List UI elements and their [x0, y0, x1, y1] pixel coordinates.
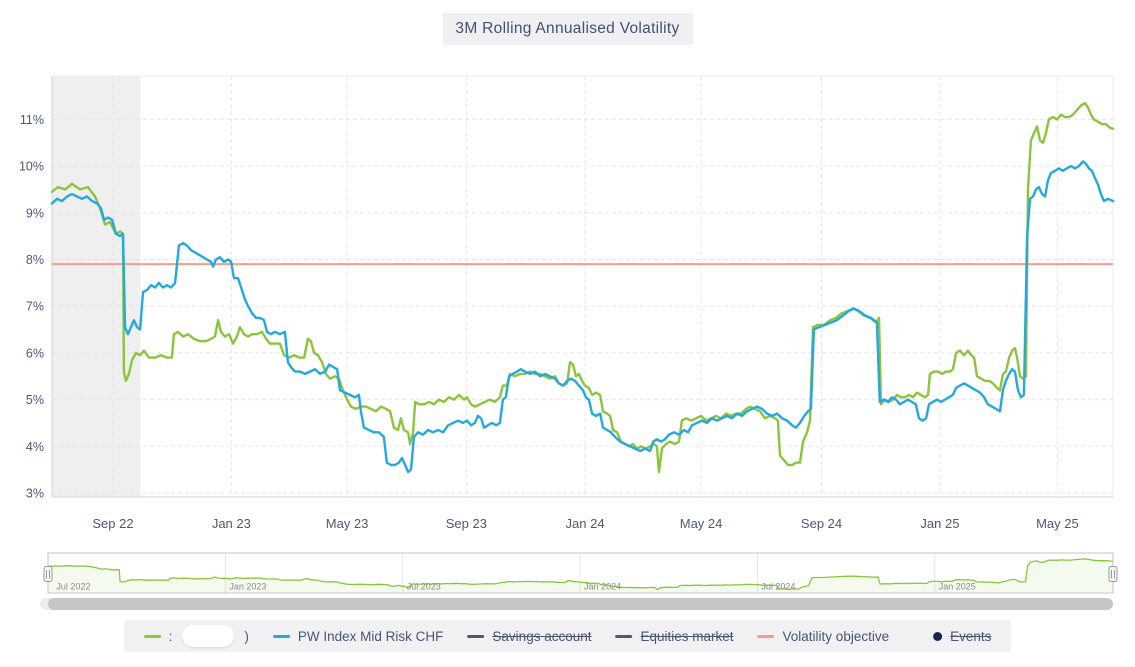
navigator-area: [48, 558, 1113, 592]
y-tick-label: 8%: [26, 253, 44, 267]
legend-label-volatility-objective: Volatility objective: [782, 628, 890, 644]
y-tick-label: 7%: [26, 300, 44, 314]
x-tick-label: Jan 25: [920, 516, 959, 531]
legend-label-pw-index: PW Index Mid Risk CHF: [297, 628, 444, 644]
navigator-label: Jan 2024: [584, 582, 621, 592]
volatility-objective-line-marker: [757, 634, 775, 638]
legend-item-savings-account[interactable]: Savings account: [467, 629, 591, 644]
redacted-name-pill: [182, 625, 235, 647]
x-tick-label: May 24: [680, 516, 723, 531]
chart-canvas: 3% 4% 5% 6% 7% 8% 9% 10% 11% Sep 22 Jan 23 May 23 Se…: [19, 75, 1118, 594]
redacted-label-suffix: ): [244, 628, 249, 644]
legend-item-events[interactable]: Events: [933, 629, 991, 644]
navigator-label: Jul 2022: [56, 582, 90, 592]
portfolio-series-line: [50, 101, 1115, 474]
legend-label-equities-market: Equities market: [640, 628, 734, 644]
portfolio-line-marker: [143, 634, 161, 638]
x-tick-label: Sep 22: [92, 516, 133, 531]
legend-label-savings-account: Savings account: [492, 628, 592, 644]
events-dot-marker: [933, 631, 943, 641]
navigator-handle-left[interactable]: [43, 566, 53, 582]
navigator-series-line: [47, 558, 1114, 591]
x-tick-label: May 25: [1036, 516, 1079, 531]
chart-title: 3M Rolling Annualised Volatility: [442, 13, 693, 45]
legend: :) PW Index Mid Risk CHF Savings account Eq…: [123, 620, 1012, 652]
equities-market-line-marker: [615, 634, 633, 638]
legend-item-equities-market[interactable]: Equities market: [615, 628, 734, 644]
x-tick-label: Jan 23: [212, 516, 251, 531]
legend-item-portfolio[interactable]: :): [143, 625, 249, 647]
savings-account-line-marker: [467, 634, 485, 638]
scrollbar-thumb[interactable]: [48, 598, 1113, 610]
x-tick-label: Sep 24: [801, 516, 842, 531]
y-tick-label: 4%: [26, 440, 44, 454]
legend-item-pw-index[interactable]: PW Index Mid Risk CHF: [272, 628, 444, 644]
navigator-label: Jul 2024: [761, 582, 795, 592]
y-tick-label: 10%: [19, 160, 44, 174]
x-tick-label: Sep 23: [446, 516, 487, 531]
y-tick-label: 5%: [26, 393, 44, 407]
x-tick-label: May 23: [326, 516, 369, 531]
redacted-label-prefix: :: [168, 628, 173, 644]
pw-index-line-marker: [272, 634, 290, 638]
legend-label-events: Events: [950, 628, 992, 644]
legend-item-volatility-objective[interactable]: Volatility objective: [757, 628, 890, 644]
navigator-label: Jul 2023: [407, 582, 441, 592]
navigator-handle-right[interactable]: [1108, 566, 1118, 582]
navigator-label: Jan 2023: [229, 582, 266, 592]
navigator-label: Jan 2025: [939, 582, 976, 592]
y-tick-label: 6%: [26, 346, 44, 360]
plot-band: [52, 76, 141, 497]
y-tick-label: 11%: [20, 113, 44, 127]
pw-index-series-line: [50, 160, 1115, 474]
y-tick-label: 3%: [26, 487, 44, 501]
x-tick-label: Jan 24: [566, 516, 605, 531]
y-tick-label: 9%: [26, 206, 44, 220]
